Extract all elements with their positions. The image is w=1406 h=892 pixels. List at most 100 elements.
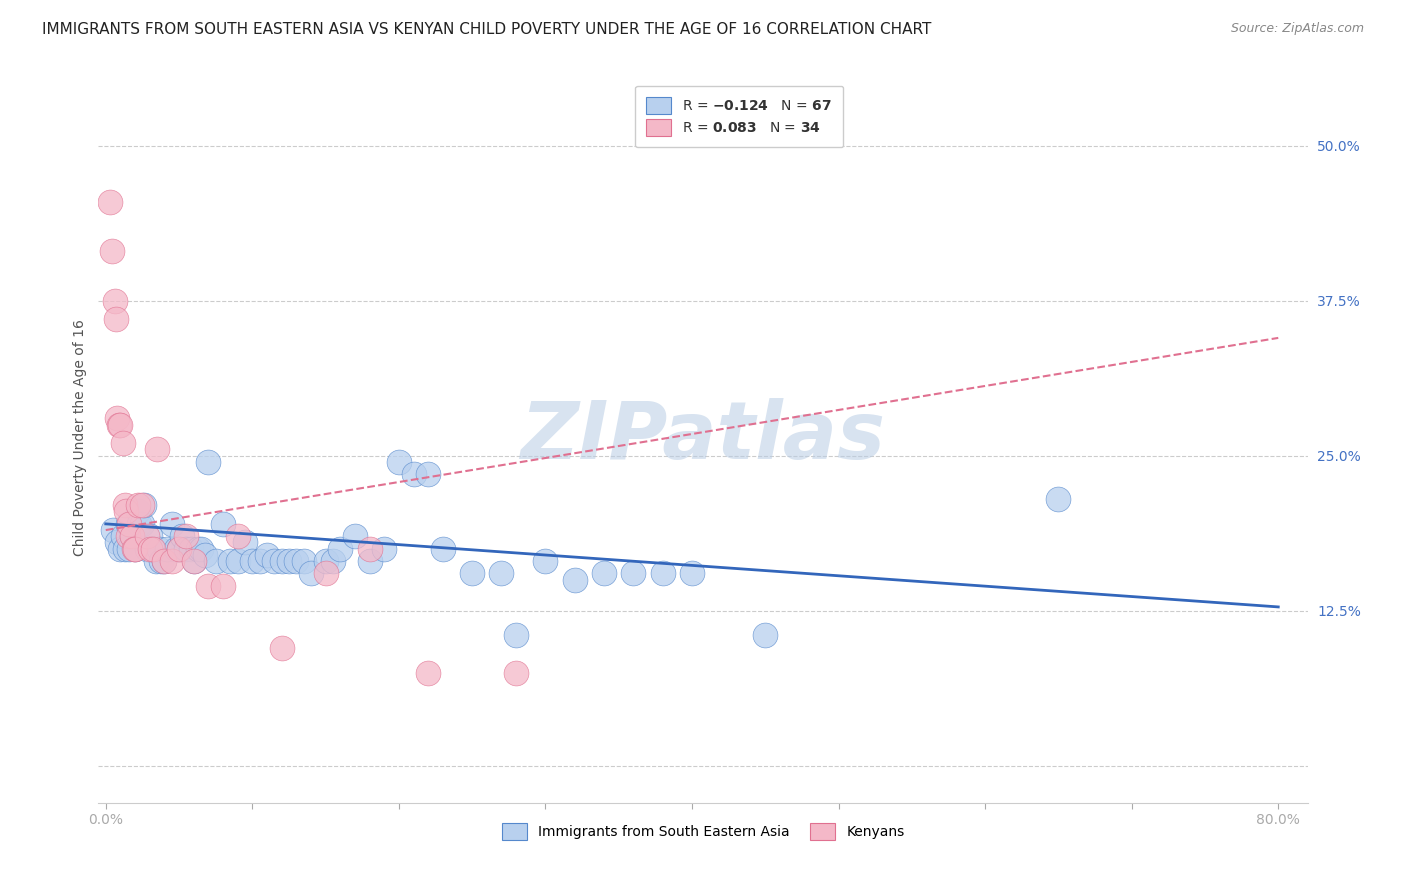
Point xyxy=(110,541,132,556)
Point xyxy=(183,554,205,568)
Point xyxy=(103,293,125,308)
Point xyxy=(204,554,226,568)
Point xyxy=(124,541,146,556)
Point xyxy=(146,442,169,457)
Point xyxy=(402,467,425,482)
Point xyxy=(219,554,242,568)
Point xyxy=(117,529,139,543)
Point xyxy=(593,566,616,581)
Point xyxy=(681,566,703,581)
Point xyxy=(132,498,155,512)
Point xyxy=(270,554,292,568)
Point xyxy=(112,436,135,450)
Point xyxy=(461,566,484,581)
Point xyxy=(176,541,198,556)
Point xyxy=(505,665,527,680)
Point xyxy=(138,529,160,543)
Point xyxy=(148,541,170,556)
Point xyxy=(117,516,139,531)
Point xyxy=(142,541,165,556)
Point xyxy=(194,548,217,562)
Point xyxy=(197,579,219,593)
Point xyxy=(278,554,301,568)
Point xyxy=(651,566,673,581)
Point xyxy=(100,244,122,259)
Point xyxy=(240,554,263,568)
Point xyxy=(153,554,176,568)
Point xyxy=(98,194,121,209)
Legend: Immigrants from South Eastern Asia, Kenyans: Immigrants from South Eastern Asia, Keny… xyxy=(491,812,915,851)
Point xyxy=(118,541,141,556)
Point xyxy=(167,541,190,556)
Point xyxy=(131,498,153,512)
Point xyxy=(359,541,381,556)
Point xyxy=(359,554,381,568)
Point xyxy=(621,566,644,581)
Point xyxy=(263,554,285,568)
Point xyxy=(197,455,219,469)
Point xyxy=(343,529,366,543)
Point xyxy=(491,566,513,581)
Point xyxy=(135,541,157,556)
Point xyxy=(534,554,557,568)
Point xyxy=(107,411,129,425)
Y-axis label: Child Poverty Under the Age of 16: Child Poverty Under the Age of 16 xyxy=(73,318,87,556)
Point xyxy=(124,541,146,556)
Text: ZIPatlas: ZIPatlas xyxy=(520,398,886,476)
Point xyxy=(373,541,395,556)
Point xyxy=(187,541,209,556)
Point xyxy=(101,523,124,537)
Point xyxy=(114,541,136,556)
Point xyxy=(121,529,143,543)
Point xyxy=(138,541,160,556)
Point xyxy=(505,628,527,642)
Point xyxy=(128,516,150,531)
Point xyxy=(315,554,337,568)
Point xyxy=(190,541,212,556)
Point xyxy=(285,554,308,568)
Point xyxy=(418,467,440,482)
Point xyxy=(118,516,141,531)
Point xyxy=(388,455,411,469)
Point xyxy=(432,541,454,556)
Point xyxy=(142,541,165,556)
Point xyxy=(180,541,202,556)
Point xyxy=(135,529,157,543)
Point xyxy=(176,529,198,543)
Point xyxy=(105,312,128,326)
Point xyxy=(150,554,173,568)
Point xyxy=(322,554,344,568)
Point xyxy=(107,535,129,549)
Point xyxy=(292,554,315,568)
Point xyxy=(112,529,135,543)
Point xyxy=(329,541,352,556)
Point xyxy=(170,529,193,543)
Point xyxy=(299,566,322,581)
Point xyxy=(183,554,205,568)
Point xyxy=(153,554,176,568)
Point xyxy=(212,516,235,531)
Point xyxy=(418,665,440,680)
Point xyxy=(167,541,190,556)
Point xyxy=(145,554,167,568)
Point xyxy=(256,548,278,562)
Point xyxy=(249,554,271,568)
Point xyxy=(127,504,149,518)
Text: Source: ZipAtlas.com: Source: ZipAtlas.com xyxy=(1230,22,1364,36)
Point xyxy=(165,541,187,556)
Point xyxy=(754,628,776,642)
Point xyxy=(315,566,337,581)
Point xyxy=(226,529,249,543)
Point xyxy=(121,529,143,543)
Point xyxy=(564,573,586,587)
Point xyxy=(131,516,153,531)
Point xyxy=(110,417,132,432)
Point xyxy=(1047,491,1070,506)
Point xyxy=(233,535,256,549)
Point xyxy=(127,498,149,512)
Point xyxy=(108,417,131,432)
Point xyxy=(115,504,138,518)
Point xyxy=(122,541,145,556)
Point xyxy=(114,498,136,512)
Point xyxy=(212,579,235,593)
